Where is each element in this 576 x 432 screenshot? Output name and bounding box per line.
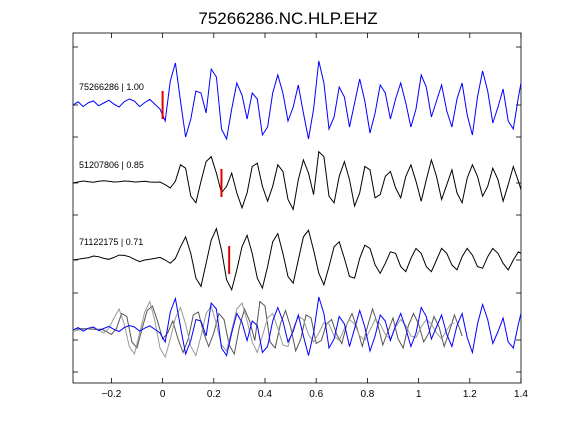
- chart-title: 75266286.NC.HLP.EHZ: [198, 9, 377, 28]
- x-tick-label: 0.8: [360, 389, 374, 400]
- x-tick-label: 1: [416, 389, 422, 400]
- waveform-trace: [72, 227, 522, 292]
- trace-label: 71122175 | 0.71: [79, 237, 143, 247]
- trace-label: 75266286 | 1.00: [79, 82, 144, 92]
- trace-label: 51207806 | 0.85: [79, 160, 144, 170]
- x-tick-label: 0.6: [309, 389, 323, 400]
- x-tick-label: 0.4: [258, 389, 272, 400]
- x-tick-label: −0.2: [102, 389, 122, 400]
- x-tick-labels: −0.2 0 0.2 0.4 0.6 0.8 1 1.2 1.4: [102, 389, 529, 400]
- overlay-trace: [75, 300, 463, 356]
- x-tick-label: 0.2: [207, 389, 221, 400]
- waveform-traces: [72, 60, 522, 292]
- x-tick-label: 0: [160, 389, 166, 400]
- waveform-trace: [72, 150, 522, 211]
- waveform-trace: [72, 60, 522, 141]
- x-tick-label: 1.4: [514, 389, 528, 400]
- pick-markers: [161, 91, 231, 274]
- overlay-trace: [72, 296, 522, 357]
- overlay-panel: [72, 296, 522, 359]
- trace-labels: 75266286 | 1.00 51207806 | 0.85 71122175 |…: [79, 82, 144, 247]
- x-tick-label: 1.2: [463, 389, 477, 400]
